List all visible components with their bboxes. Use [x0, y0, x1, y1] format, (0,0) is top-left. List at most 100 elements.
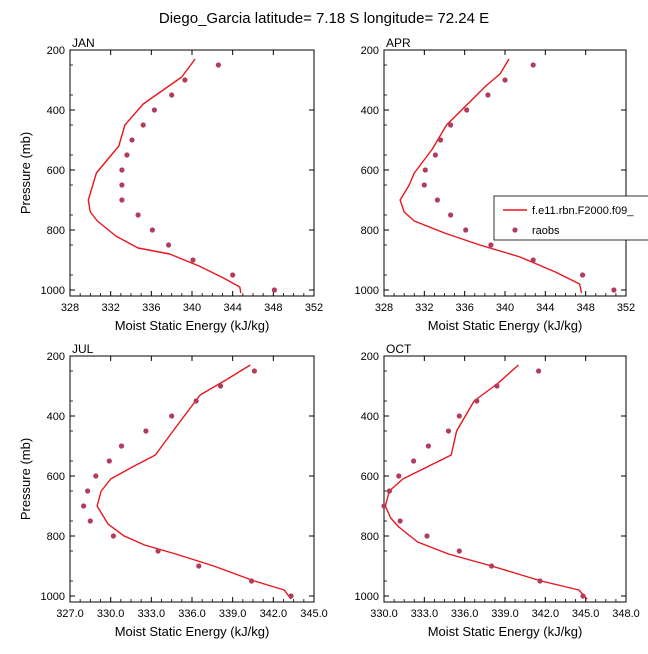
apr-x-tick-label: 340 [496, 302, 514, 314]
oct-raobs-point [536, 368, 542, 374]
jan-raobs-point [119, 167, 125, 173]
oct-raobs-point [456, 548, 462, 554]
apr-x-tick-label: 328 [375, 302, 393, 314]
jan-raobs-point [271, 287, 277, 293]
apr-raobs-point [530, 257, 536, 263]
jan-x-tick-label: 332 [101, 302, 119, 314]
jul-x-tick-label: 345.0 [300, 608, 328, 620]
oct-y-tick-label: 800 [361, 531, 379, 543]
jul-y-axis-title: Pressure (mb) [18, 438, 33, 520]
apr-y-tick-label: 800 [361, 225, 379, 237]
jan-raobs-point [140, 122, 146, 128]
oct-x-axis-title: Moist Static Energy (kJ/kg) [428, 624, 583, 639]
jan-raobs-point [230, 272, 236, 278]
apr-panel-label: APR [386, 36, 411, 50]
jan-raobs-point [169, 92, 175, 98]
panel-jan: JAN 328 332 336 340 344 348 352 200 400 600 800 1000… [18, 36, 323, 333]
jan-x-tick-label: 344 [223, 302, 241, 314]
oct-raobs-point [396, 473, 402, 479]
jan-y-tick-label: 200 [47, 45, 65, 57]
jan-raobs-point [166, 242, 172, 248]
oct-raobs-point [381, 503, 387, 509]
jul-x-tick-label: 327.0 [56, 608, 84, 620]
apr-raobs-point [434, 197, 440, 203]
jul-panel-label: JUL [72, 342, 94, 356]
apr-raobs-point [448, 212, 454, 218]
oct-y-tick-label: 200 [361, 351, 379, 363]
apr-x-tick-label: 332 [415, 302, 433, 314]
jul-raobs-point [288, 593, 294, 599]
apr-x-tick-label: 348 [576, 302, 594, 314]
oct-raobs-point [425, 443, 431, 449]
oct-y-tick-label: 600 [361, 471, 379, 483]
jan-y-tick-label: 800 [47, 225, 65, 237]
jan-raobs-point [215, 62, 221, 68]
apr-y-tick-label: 400 [361, 105, 379, 117]
apr-raobs-point [463, 227, 469, 233]
jul-raobs-point [251, 368, 257, 374]
jul-raobs-point [217, 383, 224, 389]
apr-raobs-point [448, 122, 454, 128]
apr-plot-frame [383, 49, 627, 297]
jul-raobs-point [85, 488, 91, 494]
apr-raobs-point [437, 137, 444, 143]
apr-raobs-point [432, 152, 438, 158]
oct-x-tick-label: 336.0 [451, 608, 479, 620]
apr-raobs-point [580, 272, 586, 278]
oct-y-tick-label: 1000 [355, 591, 379, 603]
jan-x-tick-label: 348 [264, 302, 282, 314]
jan-raobs-point [190, 257, 196, 263]
oct-raobs-point [474, 398, 480, 404]
apr-raobs-point [611, 287, 617, 293]
apr-x-tick-label: 336 [455, 302, 473, 314]
jan-y-tick-label: 600 [47, 165, 65, 177]
legend-box [493, 195, 648, 241]
oct-model-line [384, 364, 588, 600]
jul-model-line [96, 364, 292, 600]
oct-raobs-point [411, 458, 417, 464]
apr-raobs-point [422, 167, 428, 173]
oct-raobs-point [456, 413, 462, 419]
panel-apr: APR 328 332 336 340 344 348 352 200 400 600 800 1000… [355, 36, 636, 333]
jan-y-tick-label: 400 [47, 105, 65, 117]
jul-x-tick-label: 333.0 [138, 608, 166, 620]
jul-y-tick-label: 800 [47, 531, 65, 543]
apr-y-tick-label: 600 [361, 165, 379, 177]
jan-raobs-point [119, 197, 125, 203]
jul-raobs-point [249, 578, 255, 584]
jan-y-tick-label: 1000 [41, 285, 65, 297]
oct-x-tick-label: 342.0 [532, 608, 560, 620]
jan-raobs-point [149, 227, 155, 233]
oct-raobs-point [445, 428, 452, 434]
legend-marker-swatch [512, 227, 518, 233]
jul-raobs-point [110, 533, 116, 539]
apr-x-tick-label: 352 [617, 302, 635, 314]
jul-raobs-point [169, 413, 175, 419]
jul-plot-frame [69, 355, 315, 603]
oct-plot-frame [383, 355, 627, 603]
apr-raobs-point [421, 182, 427, 188]
oct-x-tick-label: 348.0 [612, 608, 640, 620]
oct-x-tick-label: 330.0 [370, 608, 398, 620]
legend: f.e11.rbn.F2000.f09_ raobs [493, 195, 648, 241]
jul-y-tick-label: 200 [47, 351, 65, 363]
jan-raobs-point [135, 212, 141, 218]
jan-x-tick-label: 340 [183, 302, 201, 314]
jan-x-tick-label: 328 [61, 302, 79, 314]
apr-x-axis-title: Moist Static Energy (kJ/kg) [428, 318, 583, 333]
apr-y-tick-label: 200 [361, 45, 379, 57]
oct-raobs-point [397, 518, 403, 524]
jul-raobs-point [155, 548, 161, 554]
oct-raobs-point [537, 578, 543, 584]
jul-y-tick-label: 1000 [41, 591, 65, 603]
oct-x-tick-label: 333.0 [411, 608, 439, 620]
apr-raobs-point [464, 107, 470, 113]
jul-x-tick-label: 330.0 [97, 608, 125, 620]
panel-jul: JUL 327.0 330.0 333.0 336.0 339.0 342.0 345.0 20… [18, 342, 328, 639]
jan-raobs-point [129, 137, 135, 143]
oct-panel-label: OCT [386, 342, 412, 356]
jul-x-tick-label: 342.0 [260, 608, 288, 620]
oct-x-tick-label: 345.0 [572, 608, 600, 620]
jul-raobs-point [81, 503, 87, 509]
